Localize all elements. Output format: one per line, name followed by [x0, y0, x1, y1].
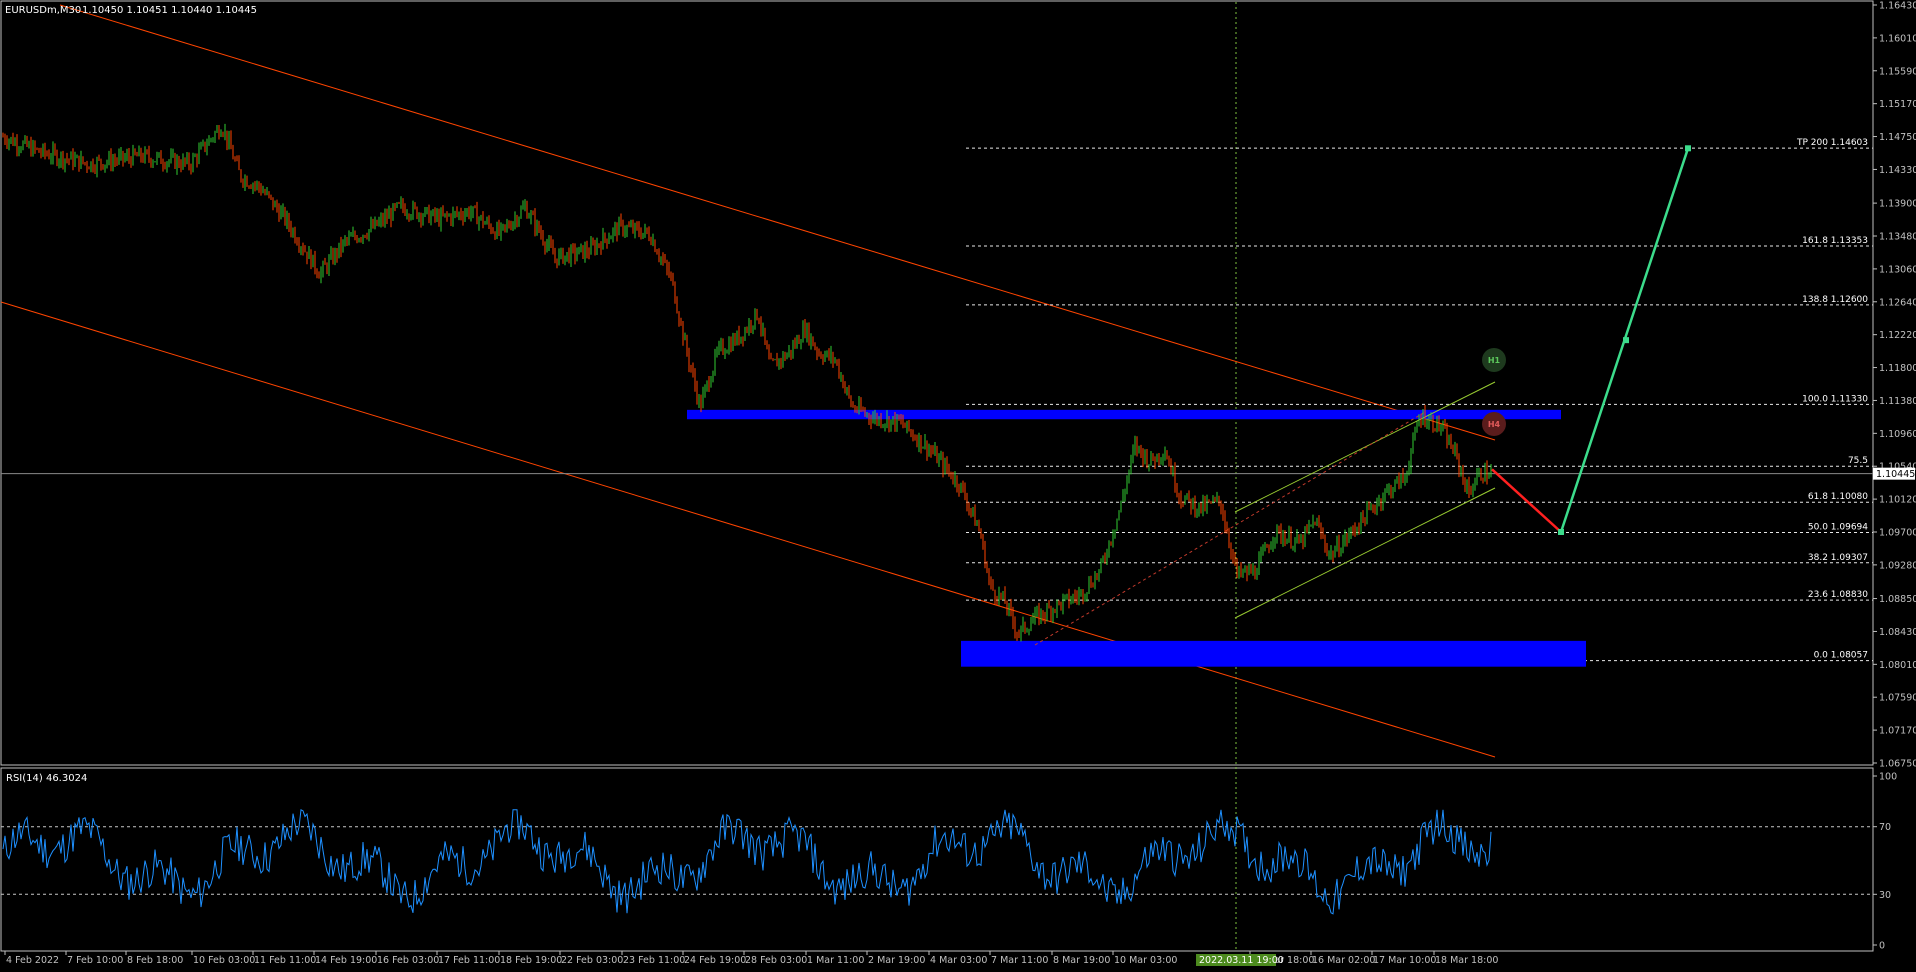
price-tick-label: 1.08850 [1879, 594, 1916, 605]
fib-level-label: 100.0 1.11330 [1802, 394, 1868, 404]
time-tick-label: 24 Feb 19:00 [684, 955, 746, 966]
price-tick-label: 1.10960 [1879, 429, 1916, 440]
price-tick-label: 1.09280 [1879, 560, 1916, 571]
price-tick-label: 1.12640 [1879, 297, 1916, 308]
time-tick-label: 16 Mar 02:00 [1312, 955, 1375, 966]
rsi-tick-label: 30 [1879, 890, 1891, 901]
time-tick-label: 14 Mar 18:00 [1251, 955, 1314, 966]
time-tick-label: 23 Feb 11:00 [623, 955, 685, 966]
dotted-trendline [1034, 411, 1426, 646]
fib-level-label: 0.0 1.08057 [1814, 651, 1868, 661]
price-tick-label: 1.10120 [1879, 495, 1916, 506]
time-tick-label: 1 Mar 11:00 [807, 955, 864, 966]
rsi-pane-frame [0, 767, 1874, 952]
price-tick-label: 1.12220 [1879, 330, 1916, 341]
fib-level-label: 75.5 [1848, 456, 1868, 466]
rsi-tick-label: 0 [1879, 941, 1885, 952]
time-tick-label: 28 Feb 03:00 [745, 955, 807, 966]
time-tick-label: 17 Feb 11:00 [438, 955, 500, 966]
fib-level-label: 161.8 1.13353 [1802, 236, 1868, 246]
price-tick-label: 1.06750 [1879, 759, 1916, 770]
channel-upper-line [59, 4, 1496, 441]
time-tick-label: 4 Mar 03:00 [930, 955, 987, 966]
rising-channel-lower-line [1234, 487, 1496, 619]
price-tick-label: 1.08430 [1879, 627, 1916, 638]
rsi-line [2, 809, 1492, 915]
price-tick-label: 1.07170 [1879, 726, 1916, 737]
price-tick-label: 1.16010 [1879, 33, 1916, 44]
time-tick-label: 8 Feb 18:00 [127, 955, 183, 966]
time-tick-label: 18 Mar 18:00 [1435, 955, 1498, 966]
time-tick-label: 14 Feb 19:00 [315, 955, 377, 966]
time-tick-label: 11 Feb 11:00 [254, 955, 316, 966]
time-tick-label: 22 Feb 03:00 [561, 955, 623, 966]
chart-symbol-label: EURUSDm,M30 [5, 5, 81, 16]
current-price-label: 1.10445 [1876, 469, 1915, 480]
fib-level-label: 23.6 1.08830 [1808, 590, 1868, 600]
price-tick-label: 1.11800 [1879, 363, 1916, 374]
time-tick-label: 7 Feb 10:00 [67, 955, 123, 966]
main-pane-frame [0, 0, 1874, 766]
candlestick-series [2, 123, 1492, 642]
projection-point-marker [1623, 337, 1629, 344]
support-resistance-zone [687, 409, 1561, 420]
price-tick-label: 1.13900 [1879, 199, 1916, 210]
fib-level-label: 50.0 1.09694 [1808, 522, 1868, 532]
crosshair-time-label: 2022.03.11 19:00 [1199, 955, 1284, 966]
price-tick-label: 1.14750 [1879, 132, 1916, 143]
crosshair-time-box [1196, 954, 1276, 966]
price-tick-label: 1.15170 [1879, 99, 1916, 110]
time-tick-label: 4 Feb 2022 [6, 955, 59, 966]
fib-level-label: 38.2 1.09307 [1808, 553, 1868, 563]
rsi-tick-label: 70 [1879, 822, 1891, 833]
channel-lower-line [0, 301, 1496, 758]
rsi-header-label: RSI(14) 46.3024 [6, 773, 87, 784]
price-tick-label: 1.13060 [1879, 264, 1916, 275]
rising-channel-upper-line [1234, 381, 1496, 513]
fib-level-label: 61.8 1.10080 [1808, 492, 1868, 502]
time-tick-label: 10 Mar 03:00 [1114, 955, 1177, 966]
current-price-box [1873, 467, 1915, 480]
price-tick-label: 1.16430 [1879, 1, 1916, 12]
price-tick-label: 1.13480 [1879, 232, 1916, 243]
time-tick-label: 18 Feb 19:00 [500, 955, 562, 966]
support-resistance-zone [961, 640, 1586, 667]
price-tick-label: 1.08010 [1879, 660, 1916, 671]
fib-level-label: TP 200 1.14603 [1796, 138, 1868, 148]
time-tick-label: 8 Mar 19:00 [1053, 955, 1110, 966]
fib-level-label: 138.8 1.12600 [1802, 295, 1868, 305]
time-tick-label: 17 Mar 10:00 [1373, 955, 1436, 966]
rsi-tick-label: 100 [1879, 772, 1897, 783]
time-tick-label: 2 Mar 19:00 [868, 955, 925, 966]
timeframe-badge [1482, 348, 1506, 372]
projection-point-marker [1685, 145, 1691, 152]
projection-point-marker [1558, 528, 1564, 535]
chart-ohlc-label: 1.10450 1.10451 1.10440 1.10445 [82, 5, 257, 16]
price-tick-label: 1.14330 [1879, 165, 1916, 176]
timeframe-badge-label: H4 [1488, 420, 1501, 429]
time-tick-label: 16 Feb 03:00 [377, 955, 439, 966]
timeframe-badge-label: H1 [1488, 356, 1501, 365]
price-tick-label: 1.15590 [1879, 66, 1916, 77]
price-tick-label: 1.07590 [1879, 693, 1916, 704]
time-tick-label: 10 Feb 03:00 [193, 955, 255, 966]
projection-down-arrow [1491, 468, 1562, 533]
price-tick-label: 1.11380 [1879, 396, 1916, 407]
price-tick-label: 1.10540 [1879, 462, 1916, 473]
timeframe-badge [1482, 412, 1506, 436]
time-tick-label: 7 Mar 11:00 [991, 955, 1048, 966]
price-tick-label: 1.09700 [1879, 527, 1916, 538]
